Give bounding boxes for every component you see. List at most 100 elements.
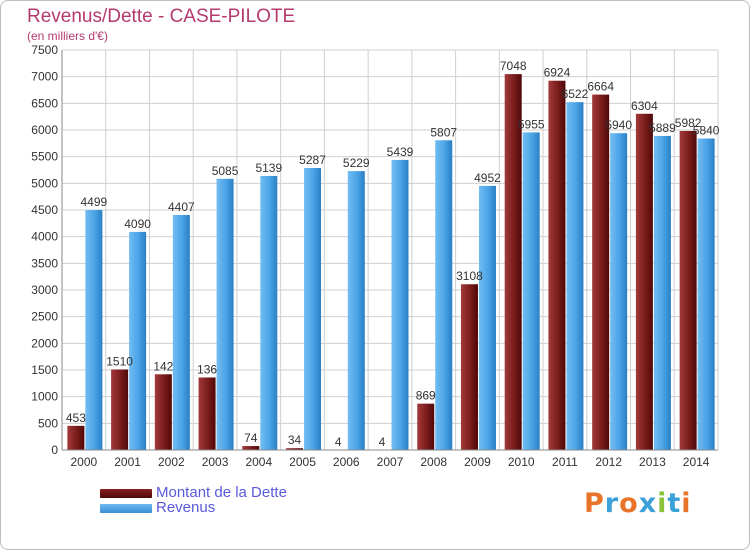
x-tick-label-2014: 2014 bbox=[683, 455, 710, 469]
bar-revenus-2011 bbox=[566, 102, 584, 450]
y-tick-label: 7000 bbox=[31, 70, 58, 84]
logo-letter: P bbox=[584, 488, 605, 519]
data-label-dette-2008: 869 bbox=[416, 389, 436, 403]
data-label-revenus-2000: 4499 bbox=[81, 195, 108, 209]
data-label-dette-2002: 142 bbox=[153, 359, 173, 373]
data-label-dette-2007: 4 bbox=[379, 435, 386, 449]
x-tick-label-2007: 2007 bbox=[377, 455, 404, 469]
x-tick-label-2013: 2013 bbox=[639, 455, 666, 469]
y-tick-label: 0 bbox=[51, 443, 58, 457]
bar-revenus-2012 bbox=[610, 133, 628, 450]
x-tick-label-2002: 2002 bbox=[158, 455, 185, 469]
y-tick-label: 4500 bbox=[31, 203, 58, 217]
y-tick-label: 5500 bbox=[31, 150, 58, 164]
bar-layer bbox=[67, 74, 715, 451]
logo-letter: i bbox=[681, 488, 692, 519]
x-tick-label-2012: 2012 bbox=[595, 455, 622, 469]
y-tick-label: 500 bbox=[38, 416, 58, 430]
data-label-revenus-2012: 5940 bbox=[605, 118, 632, 132]
bar-revenus-2001 bbox=[129, 231, 147, 450]
data-label-revenus-2001: 4090 bbox=[124, 217, 151, 231]
proxiti-logo: Proxiti bbox=[584, 488, 692, 519]
data-label-revenus-2014: 5840 bbox=[693, 124, 720, 138]
y-tick-label: 5000 bbox=[31, 176, 58, 190]
bar-dette-2001 bbox=[111, 369, 129, 450]
chart-subtitle: (en milliers d'€) bbox=[27, 29, 108, 43]
data-label-revenus-2008: 5807 bbox=[430, 125, 457, 139]
bar-revenus-2005 bbox=[304, 168, 322, 450]
data-label-dette-2000: 453 bbox=[66, 411, 86, 425]
legend-label-revenus: Revenus bbox=[156, 499, 216, 516]
bar-dette-2013 bbox=[635, 113, 653, 450]
bar-dette-2004 bbox=[242, 446, 260, 450]
label-layer: 453 4499 1510 4090 142 4407 136 5085 74 5139 34 528… bbox=[66, 59, 720, 449]
bar-revenus-2004 bbox=[260, 175, 278, 451]
data-label-dette-2005: 34 bbox=[288, 433, 302, 447]
x-tick-label-2008: 2008 bbox=[420, 455, 447, 469]
x-tick-label-2011: 2011 bbox=[552, 455, 578, 469]
bar-dette-2002 bbox=[154, 374, 172, 450]
logo-letter: o bbox=[619, 488, 639, 519]
bar-revenus-2007 bbox=[391, 159, 409, 451]
data-label-dette-2001: 1510 bbox=[106, 354, 133, 368]
legend-swatch-dette bbox=[100, 489, 152, 498]
logo-letter: i bbox=[657, 488, 668, 519]
logo-letter: x bbox=[638, 488, 658, 519]
bar-dette-2011 bbox=[548, 80, 566, 450]
bar-revenus-2006 bbox=[347, 171, 365, 450]
chart-title: Revenus/Dette - CASE-PILOTE bbox=[27, 6, 296, 27]
bar-dette-2014 bbox=[679, 130, 697, 450]
legend-swatch-revenus bbox=[100, 504, 152, 513]
x-tick-label-2009: 2009 bbox=[464, 455, 491, 469]
data-label-dette-2010: 7048 bbox=[500, 59, 527, 73]
bar-dette-2008 bbox=[417, 403, 435, 450]
data-label-dette-2012: 6664 bbox=[587, 80, 614, 94]
y-tick-label: 2000 bbox=[31, 336, 58, 350]
data-label-dette-2009: 3108 bbox=[456, 269, 483, 283]
bar-dette-2005 bbox=[286, 448, 304, 450]
y-tick-label: 3000 bbox=[31, 283, 58, 297]
y-tick-label: 4000 bbox=[31, 230, 58, 244]
data-label-revenus-2004: 5139 bbox=[255, 161, 282, 175]
bar-revenus-2014 bbox=[697, 138, 715, 451]
x-tick-label-2001: 2001 bbox=[114, 455, 141, 469]
data-label-revenus-2005: 5287 bbox=[299, 153, 326, 167]
y-tick-label: 6000 bbox=[31, 123, 58, 137]
bar-dette-2003 bbox=[198, 377, 216, 450]
data-label-dette-2011: 6924 bbox=[544, 66, 571, 80]
y-tick-label: 3500 bbox=[31, 256, 58, 270]
legend-label-dette: Montant de la Dette bbox=[156, 484, 287, 501]
data-label-dette-2014: 5982 bbox=[675, 116, 702, 130]
x-tick-label-2010: 2010 bbox=[508, 455, 535, 469]
bar-dette-2009 bbox=[460, 284, 478, 450]
data-label-dette-2003: 136 bbox=[197, 362, 217, 376]
data-label-revenus-2013: 5889 bbox=[649, 121, 676, 135]
x-tick-label-2006: 2006 bbox=[333, 455, 360, 469]
bar-revenus-2003 bbox=[216, 178, 234, 451]
data-label-revenus-2002: 4407 bbox=[168, 200, 195, 214]
bar-revenus-2008 bbox=[435, 140, 453, 450]
y-tick-label: 1000 bbox=[31, 390, 58, 404]
bar-revenus-2002 bbox=[172, 214, 190, 450]
data-label-revenus-2007: 5439 bbox=[387, 145, 414, 159]
y-tick-label: 7500 bbox=[31, 43, 58, 57]
bar-dette-2012 bbox=[592, 94, 610, 450]
bar-revenus-2013 bbox=[653, 135, 671, 451]
x-tick-label-2005: 2005 bbox=[289, 455, 316, 469]
x-tick-label-2003: 2003 bbox=[202, 455, 229, 469]
bar-revenus-2009 bbox=[478, 185, 496, 451]
data-label-revenus-2011: 6522 bbox=[562, 87, 589, 101]
y-tick-label: 1500 bbox=[31, 363, 58, 377]
data-label-revenus-2009: 4952 bbox=[474, 171, 501, 185]
data-label-revenus-2003: 5085 bbox=[212, 164, 239, 178]
y-tick-label: 6500 bbox=[31, 96, 58, 110]
bar-revenus-2000 bbox=[85, 210, 103, 450]
data-label-dette-2013: 6304 bbox=[631, 99, 658, 113]
data-label-revenus-2006: 5229 bbox=[343, 156, 370, 170]
x-tick-label-2004: 2004 bbox=[245, 455, 272, 469]
bar-revenus-2010 bbox=[522, 132, 540, 450]
x-tick-label-2000: 2000 bbox=[71, 455, 98, 469]
bar-dette-2010 bbox=[504, 74, 522, 451]
logo-letter: r bbox=[604, 488, 620, 519]
